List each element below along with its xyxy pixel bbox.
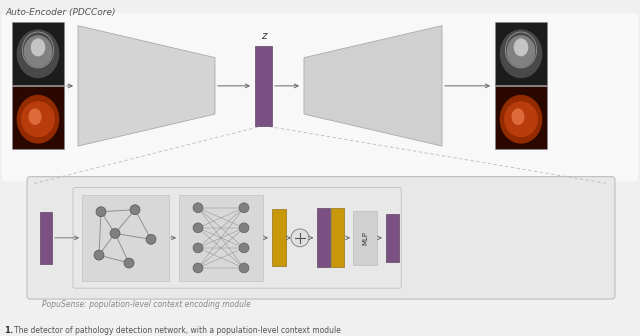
Ellipse shape xyxy=(514,38,528,56)
FancyBboxPatch shape xyxy=(495,22,547,85)
FancyBboxPatch shape xyxy=(353,211,377,264)
FancyBboxPatch shape xyxy=(12,86,64,149)
Circle shape xyxy=(239,243,249,253)
FancyBboxPatch shape xyxy=(272,209,286,266)
Ellipse shape xyxy=(29,108,42,125)
Text: z: z xyxy=(260,31,266,41)
FancyBboxPatch shape xyxy=(82,195,169,281)
Ellipse shape xyxy=(511,108,525,125)
Circle shape xyxy=(124,258,134,268)
Ellipse shape xyxy=(24,35,52,67)
Text: MLP: MLP xyxy=(362,231,368,245)
FancyBboxPatch shape xyxy=(386,214,399,261)
Circle shape xyxy=(193,223,203,233)
FancyBboxPatch shape xyxy=(331,208,344,267)
Circle shape xyxy=(239,223,249,233)
Ellipse shape xyxy=(17,30,60,78)
FancyBboxPatch shape xyxy=(179,195,263,281)
Ellipse shape xyxy=(31,38,45,56)
Circle shape xyxy=(146,235,156,244)
Ellipse shape xyxy=(507,35,535,67)
Circle shape xyxy=(130,205,140,215)
Text: The detector of pathology detection network, with a population-level context mod: The detector of pathology detection netw… xyxy=(14,326,341,335)
Circle shape xyxy=(239,203,249,213)
Circle shape xyxy=(110,228,120,238)
Ellipse shape xyxy=(500,95,542,143)
Polygon shape xyxy=(78,26,215,146)
Ellipse shape xyxy=(504,101,538,137)
Circle shape xyxy=(193,243,203,253)
FancyBboxPatch shape xyxy=(255,46,272,126)
Polygon shape xyxy=(304,26,442,146)
FancyBboxPatch shape xyxy=(40,212,52,263)
Circle shape xyxy=(239,263,249,273)
Circle shape xyxy=(291,229,309,247)
FancyBboxPatch shape xyxy=(317,208,330,267)
Circle shape xyxy=(96,207,106,217)
Text: PopuSense: population-level context encoding module: PopuSense: population-level context enco… xyxy=(42,300,251,309)
Circle shape xyxy=(94,250,104,260)
Ellipse shape xyxy=(500,30,542,78)
Circle shape xyxy=(193,263,203,273)
FancyBboxPatch shape xyxy=(27,177,615,299)
FancyBboxPatch shape xyxy=(2,13,638,181)
Ellipse shape xyxy=(21,101,55,137)
FancyBboxPatch shape xyxy=(495,86,547,149)
Text: 1.: 1. xyxy=(4,326,13,335)
FancyBboxPatch shape xyxy=(12,22,64,85)
Text: Auto-Encoder (PDCCore): Auto-Encoder (PDCCore) xyxy=(5,8,115,17)
Ellipse shape xyxy=(17,95,60,143)
Circle shape xyxy=(193,203,203,213)
